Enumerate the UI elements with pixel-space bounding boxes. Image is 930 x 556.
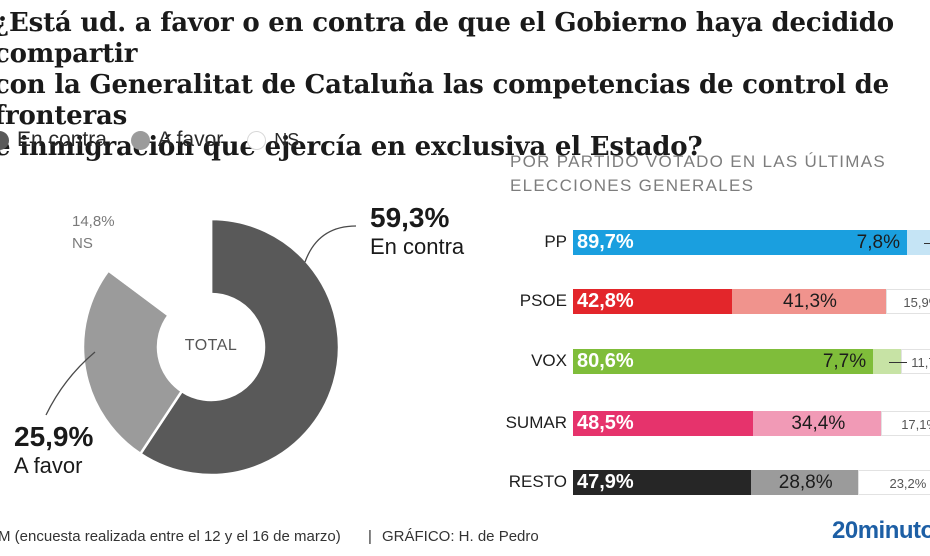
chart-title: ¿Está ud. a favor o en contra de que el …	[0, 8, 894, 162]
bar-value-vox-en-contra: 80,6%	[577, 350, 634, 372]
bar-value-pp-a-favor: 7,8%	[856, 232, 900, 253]
bar-value-resto-a-favor: 28,8%	[778, 472, 833, 493]
legend-swatch-a-favor	[130, 130, 150, 150]
bar-resto-a-favor	[751, 470, 859, 495]
slice-pct-a-favor: 25,9%	[14, 421, 94, 452]
legend-swatch-en-contra	[0, 130, 9, 150]
party-label-psoe: PSOE	[519, 291, 567, 310]
bar-sumar-en-contra	[573, 411, 754, 436]
party-label-vox: VOX	[531, 351, 567, 370]
party-label-pp: PP	[544, 232, 567, 251]
bar-sumar-ns	[881, 411, 930, 436]
donut-slice-a-favor	[81, 268, 184, 456]
slice-name-en-contra: En contra	[370, 234, 465, 259]
slice-pct-en-contra: 59,3%	[370, 202, 450, 233]
bar-value-psoe-ns: 15,9%	[903, 295, 930, 310]
footer-credit: GRÁFICO: H. de Pedro	[382, 528, 539, 545]
slice-label-a-favor: 25,9% A favor	[14, 421, 93, 479]
party-label-resto: RESTO	[508, 472, 567, 491]
brand-logo[interactable]: 20minuto	[832, 517, 930, 544]
bar-value-sumar-en-contra: 48,5%	[577, 412, 634, 434]
legend-label-a-favor: A favor	[157, 128, 224, 151]
donut-slice-en-contra	[138, 217, 341, 477]
bar-resto-ns	[858, 470, 930, 495]
bar-value-sumar-ns: 17,1%	[901, 417, 930, 432]
bar-value-resto-ns: 23,2%	[889, 476, 927, 491]
bar-psoe-en-contra	[573, 289, 733, 314]
slice-name-ns: NS	[72, 235, 93, 252]
bar-value-sumar-a-favor: 34,4%	[791, 413, 846, 434]
bar-resto-en-contra	[573, 470, 752, 495]
bar-value-resto-en-contra: 47,9%	[577, 471, 634, 493]
slice-name-a-favor: A favor	[14, 453, 83, 478]
leader-line-en-contra	[304, 225, 357, 263]
donut-slice-ns	[106, 217, 213, 318]
donut-center-label: TOTAL	[184, 337, 238, 354]
bar-vox-en-contra	[573, 349, 873, 374]
bar-pp-a-favor	[906, 230, 930, 255]
bar-value-psoe-en-contra: 42,8%	[577, 290, 634, 312]
value-tick-vox	[889, 361, 908, 363]
bar-sumar-a-favor	[753, 411, 882, 436]
legend: En contra A favor NS	[0, 126, 323, 154]
leader-line-a-favor	[45, 351, 96, 416]
legend-item-ns: NS	[247, 130, 299, 151]
legend-swatch-ns	[247, 130, 267, 150]
legend-item-a-favor: A favor	[130, 128, 224, 152]
bar-psoe-ns	[885, 289, 930, 314]
value-tick-pp	[923, 242, 930, 244]
bar-value-pp-en-contra: 89,7%	[577, 231, 634, 253]
bar-value-vox-a-favor: 7,7%	[822, 351, 867, 372]
bar-psoe-a-favor	[732, 289, 886, 314]
footer-source: YM (encuesta realizada entre el 12 y el …	[0, 528, 341, 545]
slice-label-ns: 14,8% NS	[72, 211, 115, 255]
legend-label-en-contra: En contra	[17, 128, 107, 151]
legend-label-ns: NS	[274, 129, 300, 150]
slice-pct-ns: 14,8%	[72, 213, 115, 230]
party-label-sumar: SUMAR	[505, 413, 567, 432]
bar-value-psoe-a-favor: 41,3%	[783, 291, 837, 312]
bar-value-vox-ns: 11,7%	[911, 355, 930, 370]
bars-subtitle: POR PARTIDO VOTADO EN LAS ÚLTIMAS ELECCI…	[510, 152, 887, 195]
donut-chart	[45, 217, 357, 477]
slice-label-en-contra: 59,3% En contra	[370, 202, 464, 260]
bar-pp-en-contra	[573, 230, 907, 255]
legend-item-en-contra: En contra	[0, 128, 107, 152]
footer-separator: |	[368, 528, 372, 545]
